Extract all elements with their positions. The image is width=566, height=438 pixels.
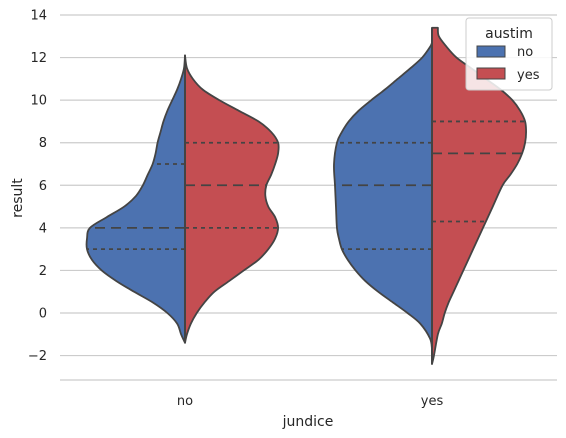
y-tick-labels: 14 12 10 8 6 4 2 0 −2 (28, 9, 47, 365)
y-axis-label: result (10, 178, 26, 218)
y-tick-label: −2 (28, 349, 47, 364)
violins (85, 26, 527, 365)
y-tick-label: 8 (39, 136, 47, 151)
legend-swatch-yes (476, 67, 506, 80)
y-tick-label: 10 (30, 94, 47, 109)
violin-yes-no (333, 41, 433, 351)
y-tick-label: 2 (39, 264, 47, 279)
legend-title: austim (485, 26, 533, 42)
legend-label-no: no (517, 45, 533, 60)
violin-no-no (85, 54, 186, 344)
y-tick-label: 12 (30, 51, 47, 66)
x-tick-label: no (177, 394, 193, 409)
legend-label-yes: yes (517, 68, 540, 83)
legend-swatch-no (476, 45, 506, 58)
x-tick-label: yes (421, 394, 444, 409)
x-axis-label: jundice (282, 414, 334, 430)
violin-no-yes (184, 54, 280, 344)
y-tick-label: 0 (39, 307, 47, 322)
x-tick-labels: no yes (177, 394, 444, 409)
y-tick-label: 14 (30, 9, 47, 24)
y-tick-label: 6 (39, 179, 47, 194)
y-tick-label: 4 (39, 221, 47, 236)
legend: austim no yes (465, 17, 553, 91)
